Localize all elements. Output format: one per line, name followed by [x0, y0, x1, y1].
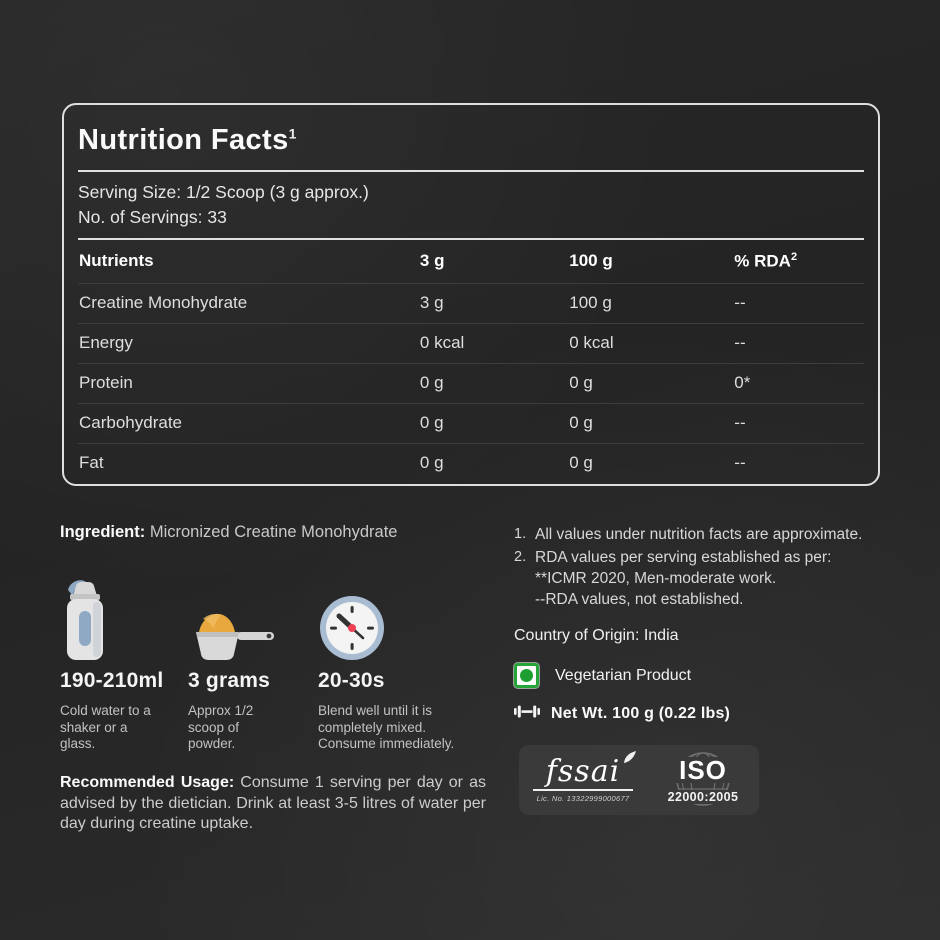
serving-info: Serving Size: 1/2 Scoop (3 g approx.) No…	[78, 180, 864, 230]
footnote-1: 1. All values under nutrition facts are …	[514, 524, 882, 545]
nutrient-per-serving: 0 g	[419, 453, 444, 473]
info-column: 1. All values under nutrition facts are …	[514, 524, 882, 815]
nutrient-name: Protein	[79, 373, 133, 393]
nutrient-name: Carbohydrate	[79, 413, 183, 433]
step-blend: 20-30s Blend well until it is completely…	[318, 574, 488, 753]
footnote-text: All values under nutrition facts are app…	[535, 526, 863, 543]
table-row: Protein 0 g 0 g 0*	[78, 362, 864, 403]
nutrient-rda: --	[734, 413, 746, 433]
nutrient-per-serving: 3 g	[419, 293, 444, 313]
nutrient-per-100g: 0 g	[569, 373, 593, 393]
nutrient-per-serving: 0 kcal	[419, 333, 465, 353]
step-title: 20-30s	[318, 669, 385, 692]
step-description: Blend well until it is completely mixed.…	[318, 703, 455, 751]
footnote-number: 2.	[514, 549, 527, 565]
footnote-2: 2. RDA values per serving established as…	[514, 547, 882, 610]
nutrient-rda: --	[734, 453, 746, 473]
iso-logo: ISO 22000:2005	[661, 751, 745, 806]
nutrient-per-100g: 100 g	[569, 293, 612, 313]
header-per-100g: 100 g	[569, 251, 613, 271]
timer-icon	[318, 574, 488, 662]
header-nutrients: Nutrients	[79, 251, 154, 271]
nutrient-rda: --	[734, 333, 746, 353]
vegetarian-label: Vegetarian Product	[555, 666, 692, 684]
step-description: Approx 1/2 scoop of powder.	[188, 703, 254, 751]
divider	[78, 170, 864, 172]
veg-dot	[520, 669, 533, 682]
nutrition-facts-panel: Nutrition Facts1 Serving Size: 1/2 Scoop…	[62, 103, 880, 486]
net-weight-row: Net Wt. 100 g (0.22 lbs)	[514, 704, 882, 724]
table-row: Creatine Monohydrate 3 g 100 g --	[78, 282, 864, 323]
recommended-usage-label: Recommended Usage:	[60, 774, 235, 791]
shaker-icon	[60, 574, 172, 662]
nutrient-name: Fat	[79, 453, 104, 473]
step-description: Cold water to a shaker or a glass.	[60, 703, 151, 751]
iso-standard: 22000:2005	[665, 789, 741, 804]
header-rda: % RDA2	[734, 251, 798, 271]
table-row: Energy 0 kcal 0 kcal --	[78, 322, 864, 363]
nutrient-per-100g: 0 g	[569, 453, 593, 473]
ingredient-label: Ingredient:	[60, 523, 146, 541]
nutrient-per-100g: 0 kcal	[569, 333, 614, 353]
serving-size: Serving Size: 1/2 Scoop (3 g approx.)	[78, 182, 369, 202]
table-header-row: Nutrients 3 g 100 g % RDA2	[78, 240, 864, 283]
footnote-text: RDA values per serving established as pe…	[535, 549, 832, 608]
table-row: Carbohydrate 0 g 0 g --	[78, 402, 864, 443]
nutrient-rda: 0*	[734, 373, 751, 393]
footnote-number: 1.	[514, 526, 527, 542]
header-per-serving: 3 g	[419, 251, 445, 271]
rda-footnote: 2	[790, 251, 798, 263]
servings-count: No. of Servings: 33	[78, 207, 227, 227]
leaf-icon	[623, 751, 637, 769]
nutrient-per-serving: 0 g	[419, 373, 444, 393]
step-title: 190-210ml	[60, 669, 164, 692]
recommended-usage-text: Consume 1 serving per day or as advised …	[60, 774, 486, 832]
fssai-wordmark: fssai	[545, 754, 621, 789]
divider	[78, 238, 864, 240]
fssai-license: Lic. No. 13322999000677	[536, 794, 630, 803]
nutrient-name: Energy	[79, 333, 133, 353]
table-row: Fat 0 g 0 g --	[78, 442, 864, 483]
nutrient-per-100g: 0 g	[569, 413, 593, 433]
certification-badge: fssai Lic. No. 13322999000677 ISO 2	[519, 745, 759, 815]
nutrition-table: Nutrients 3 g 100 g % RDA2 Creatine Mono…	[78, 240, 864, 483]
step-water: 190-210ml Cold water to a shaker or a gl…	[60, 574, 172, 753]
panel-title-text: Nutrition Facts	[78, 124, 289, 156]
vegetarian-row: Vegetarian Product	[514, 663, 882, 688]
scoop-icon	[188, 574, 296, 662]
ingredient-line: Ingredient: Micronized Creatine Monohydr…	[60, 523, 397, 542]
fssai-underline	[533, 789, 633, 791]
usage-steps: 190-210ml Cold water to a shaker or a gl…	[60, 574, 488, 753]
country-of-origin: Country of Origin: India	[514, 627, 679, 644]
veg-mark-icon	[514, 663, 539, 688]
step-scoop: 3 grams Approx 1/2 scoop of powder.	[188, 574, 296, 753]
recommended-usage: Recommended Usage: Consume 1 serving per…	[60, 773, 486, 835]
iso-wordmark: ISO	[676, 756, 730, 783]
panel-title: Nutrition Facts1	[78, 124, 864, 157]
net-weight-label: Net Wt. 100 g (0.22 lbs)	[551, 705, 731, 722]
ingredient-value: Micronized Creatine Monohydrate	[145, 523, 398, 541]
nutrient-name: Creatine Monohydrate	[79, 293, 248, 313]
step-title: 3 grams	[188, 669, 270, 692]
fssai-logo: fssai Lic. No. 13322999000677	[533, 751, 636, 803]
nutrient-per-serving: 0 g	[419, 413, 444, 433]
nutrient-rda: --	[734, 293, 746, 313]
panel-title-footnote: 1	[288, 125, 297, 142]
dumbbell-icon	[514, 704, 540, 724]
